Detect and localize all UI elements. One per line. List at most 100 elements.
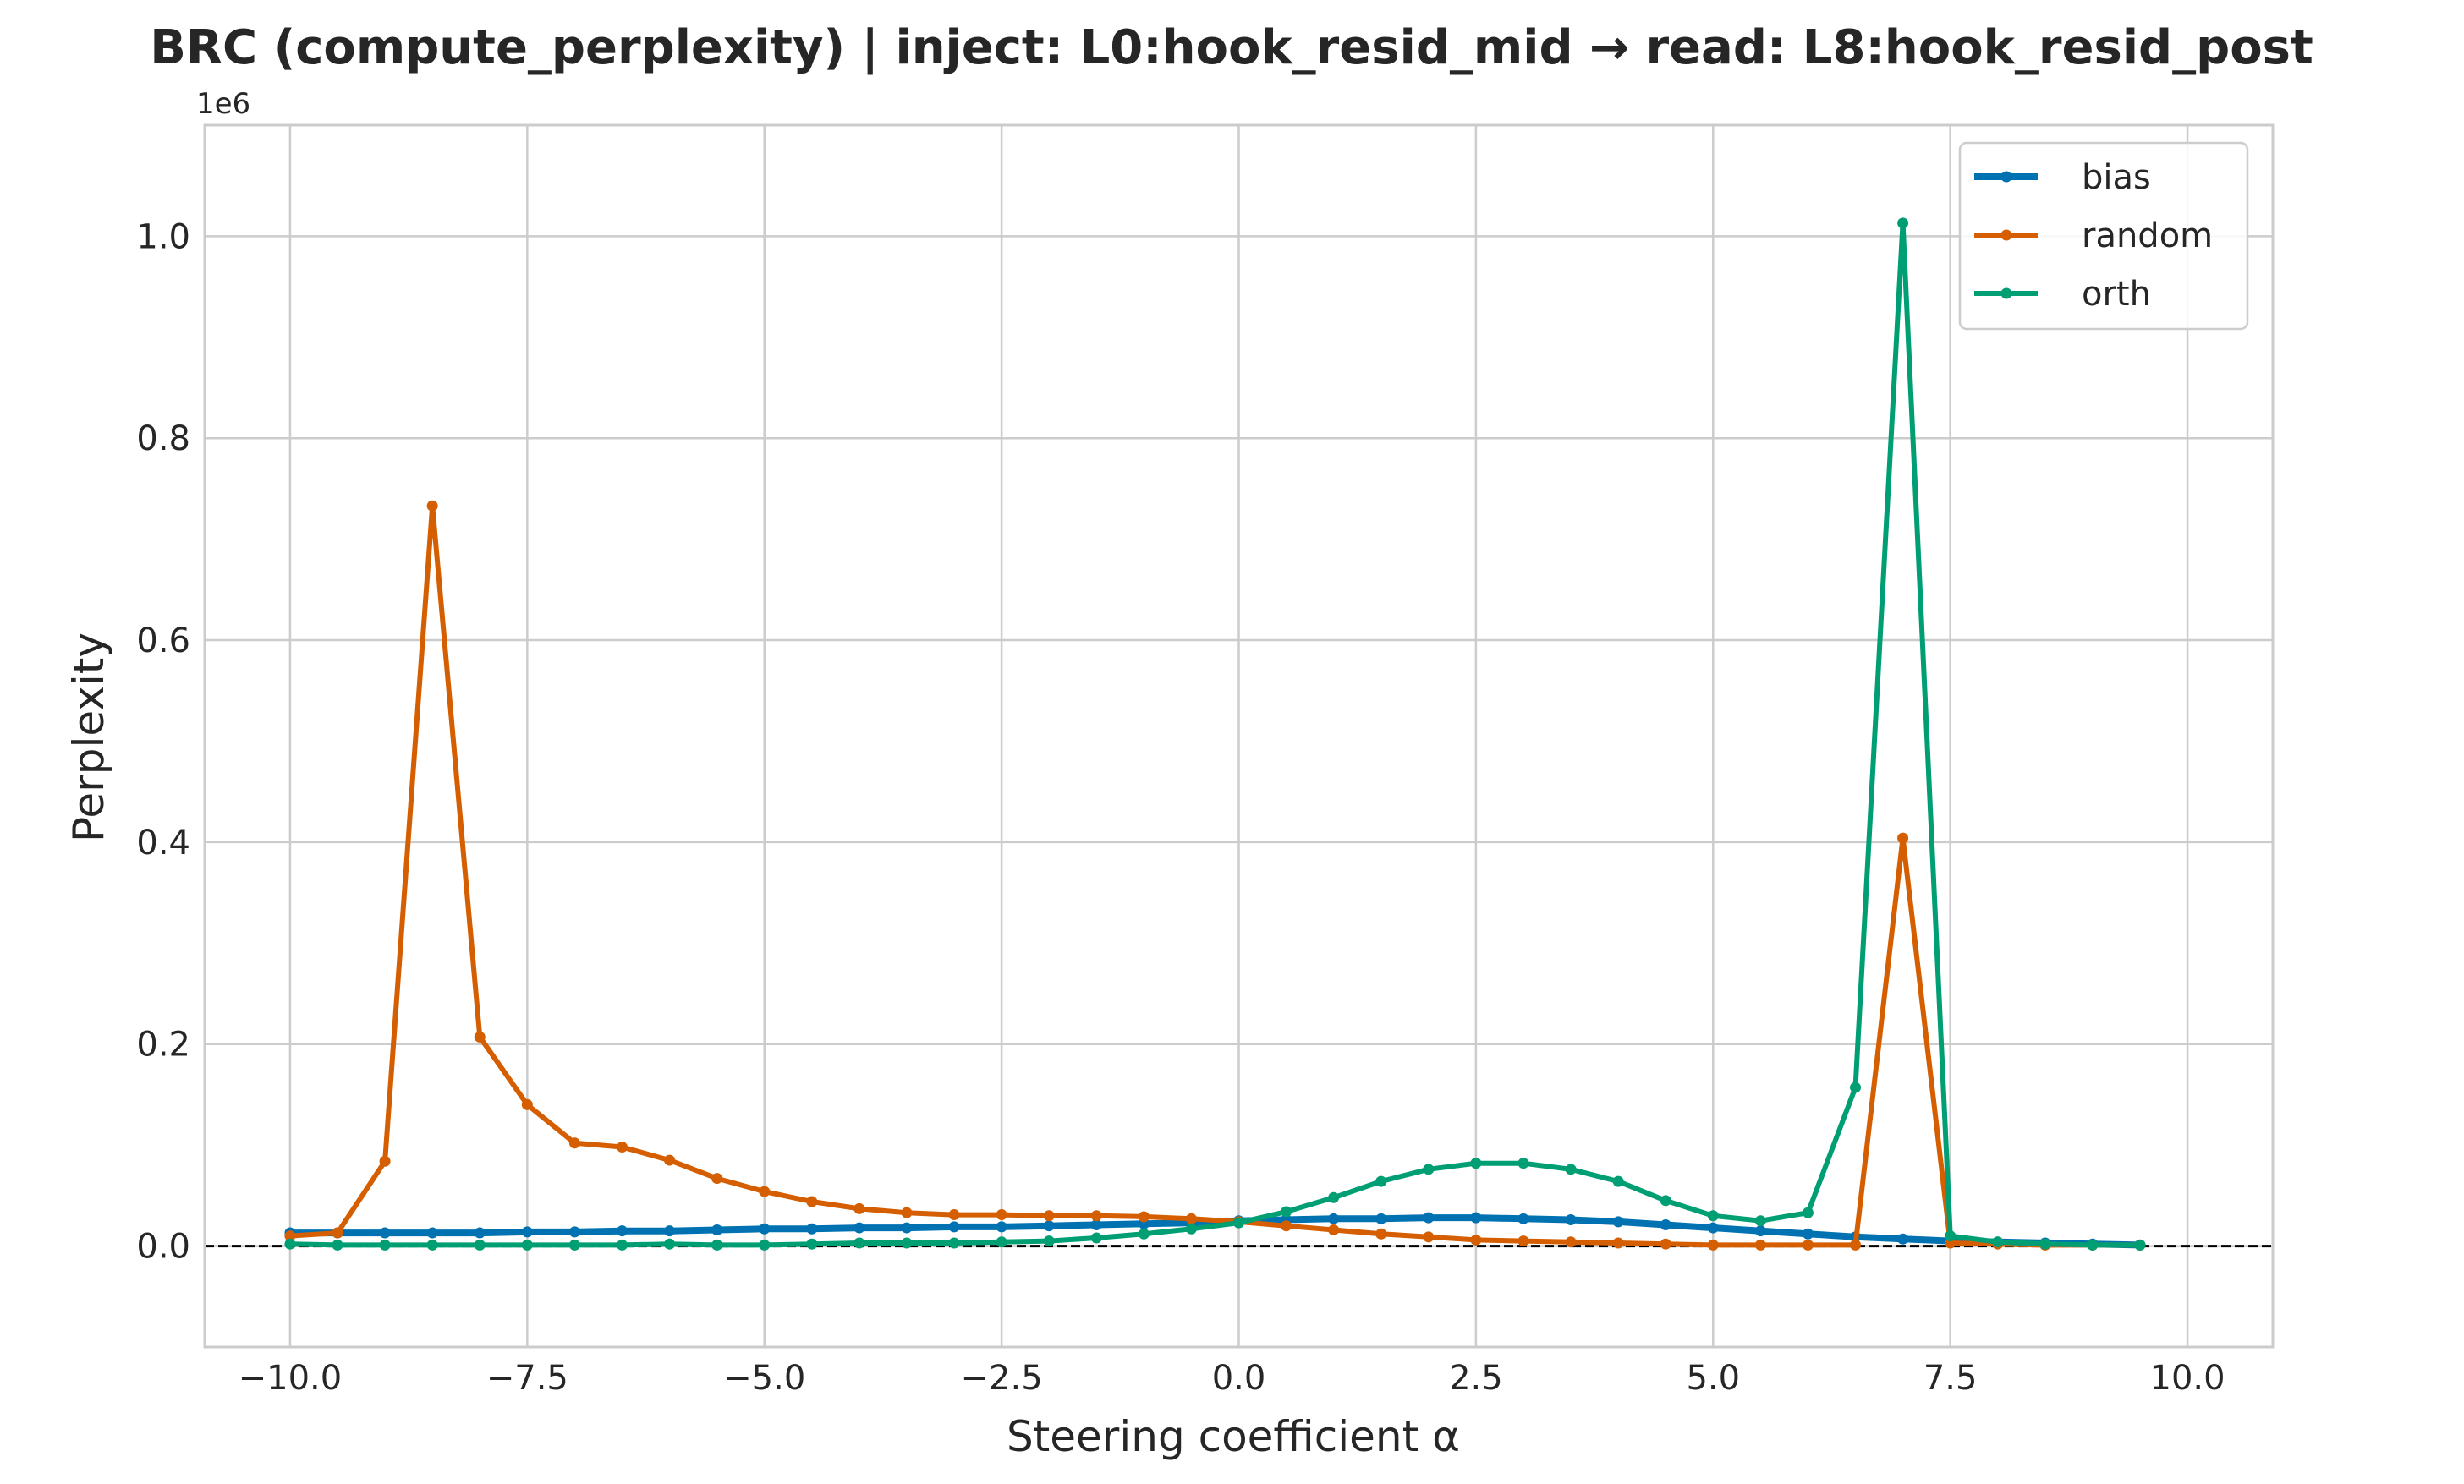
data-point-orth [1281,1206,1292,1218]
x-tick-label: 0.0 [1212,1359,1266,1398]
data-point-orth [664,1238,676,1250]
data-point-random [1897,832,1909,844]
data-point-random [616,1142,628,1153]
data-point-random [759,1186,771,1197]
data-point-orth [284,1238,296,1250]
legend-label-random: random [2082,216,2213,255]
data-point-random [664,1154,676,1166]
data-point-random [1043,1210,1055,1222]
y-tick-label: 0.0 [136,1228,190,1267]
data-point-orth [332,1239,343,1251]
data-point-bias [948,1221,960,1233]
data-point-bias [1517,1213,1529,1224]
data-point-orth [853,1237,865,1249]
x-axis-ticks: −10.0 −7.5 −5.0 −2.5 0.0 2.5 5.0 7.5 10.0 [239,1359,2225,1398]
data-point-random [332,1227,343,1239]
x-axis-label: Steering coefficient α [1007,1412,1460,1461]
data-point-random [1470,1234,1482,1246]
data-point-random [1754,1239,1766,1251]
data-point-random [806,1196,818,1207]
x-tick-label: 10.0 [2150,1359,2225,1398]
data-point-orth [1185,1223,1197,1235]
data-point-bias [1612,1216,1624,1228]
data-point-orth [1945,1230,1956,1242]
data-point-random [1328,1224,1340,1235]
data-point-orth [1517,1158,1529,1169]
x-tick-label: 7.5 [1923,1359,1978,1398]
y-tick-label: 1.0 [136,217,190,256]
legend-item-random: random [1974,216,2213,255]
data-point-bias [1754,1225,1766,1237]
y-axis-label: Perplexity [64,632,113,842]
data-point-random [901,1207,913,1218]
x-tick-label: 2.5 [1449,1359,1503,1398]
x-tick-label: −5.0 [723,1359,805,1398]
data-point-random [711,1173,723,1185]
plot-border [203,123,2275,1349]
data-point-orth [996,1236,1007,1248]
data-point-random [1850,1239,1862,1251]
data-point-orth [1138,1228,1150,1240]
data-point-orth [759,1239,771,1251]
legend-label-orth: orth [2082,275,2151,314]
data-point-random [1612,1237,1624,1249]
legend-item-bias: bias [1974,158,2151,197]
data-point-random [1423,1231,1435,1243]
data-point-random [379,1155,391,1167]
data-point-orth [2087,1239,2099,1251]
data-point-bias [1043,1220,1055,1232]
series-orth [284,217,2146,1251]
data-point-bias [1470,1212,1482,1224]
data-point-orth [1565,1164,1577,1175]
data-point-bias [616,1225,628,1237]
data-point-random [853,1202,865,1214]
data-point-orth [1423,1164,1435,1175]
data-point-random [1375,1228,1387,1240]
data-point-bias [426,1227,438,1239]
data-point-orth [379,1239,391,1251]
y-axis-offset-label: 1e6 [196,87,250,121]
data-point-bias [379,1227,391,1239]
data-point-random [1565,1236,1577,1248]
data-point-bias [521,1226,533,1238]
data-point-bias [759,1223,771,1235]
data-point-bias [996,1221,1007,1233]
data-point-bias [711,1224,723,1235]
data-point-orth [2039,1238,2051,1250]
x-tick-label: 5.0 [1686,1359,1740,1398]
data-point-orth [1090,1232,1102,1244]
data-point-orth [711,1239,723,1251]
data-point-random [1517,1235,1529,1247]
data-point-orth [1897,217,1909,229]
data-point-orth [901,1237,913,1249]
x-tick-label: −2.5 [961,1359,1043,1398]
data-point-orth [2134,1239,2146,1251]
data-point-bias [1660,1219,1671,1230]
data-point-orth [568,1239,580,1251]
data-point-orth [1233,1217,1244,1229]
series-line-random [287,503,2143,1248]
data-point-orth [1375,1175,1387,1187]
x-tick-label: −10.0 [239,1359,343,1398]
data-point-orth [1707,1210,1719,1222]
data-point-bias [1565,1214,1577,1226]
data-point-orth [521,1239,533,1251]
data-point-random [1090,1210,1102,1222]
data-point-random [1802,1239,1814,1251]
data-point-bias [474,1227,486,1239]
data-point-orth [1802,1207,1814,1218]
data-point-random [284,1230,296,1242]
data-point-bias [1423,1212,1435,1224]
x-tick-label: −7.5 [486,1359,568,1398]
legend-marker-bias [2000,171,2012,183]
data-point-bias [1375,1213,1387,1224]
data-point-random [996,1209,1007,1221]
series-line-orth [287,220,2143,1248]
data-point-orth [1660,1195,1671,1207]
plot-frame [203,123,2275,1349]
data-point-bias [1897,1233,1909,1245]
legend: bias random orth [1958,141,2249,331]
data-point-orth [1043,1235,1055,1247]
series-layer [284,217,2146,1251]
data-point-orth [1992,1236,2004,1248]
